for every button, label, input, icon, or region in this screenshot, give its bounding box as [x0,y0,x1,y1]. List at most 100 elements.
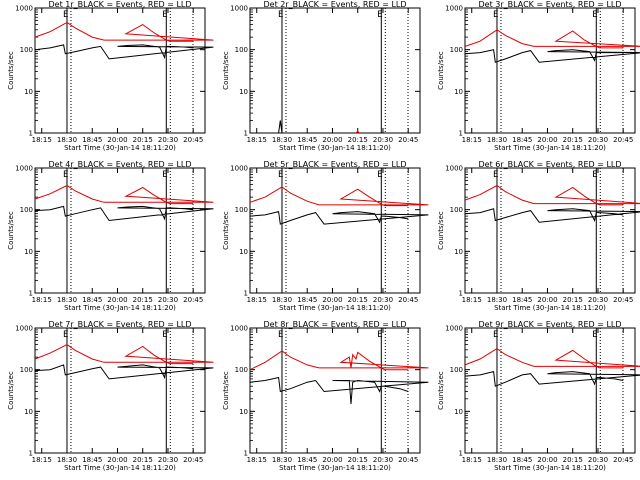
x-tick-label: 20:15 [563,136,583,144]
x-tick-label: 18:15 [32,296,52,304]
x-tick-label: 20:30 [158,296,178,304]
x-tick-label: 18:45 [82,136,102,144]
x-tick-label: 20:30 [373,296,393,304]
y-tick-label: 100 [235,366,248,374]
detector-panel-6: Det 6r_BLACK = Events, RED = LLD 1 10 100 10… [437,160,640,312]
lld-series-line [249,350,429,371]
x-axis-label: Start Time (30-Jan-14 18:11:20) [279,464,391,472]
panel-title: Det 5r_BLACK = Events, RED = LLD [263,160,406,169]
detector-panel-5: Det 5r_BLACK = Events, RED = LLD 1 10 100 10… [222,160,429,312]
panel-title: Det 8r_BLACK = Events, RED = LLD [263,320,406,329]
interval-flag: E [63,330,68,340]
plot-frame [464,7,636,134]
x-tick-label: 18:30 [272,456,292,464]
panel-title: Det 9r_BLACK = Events, RED = LLD [478,320,621,329]
x-tick-label: 20:30 [158,456,178,464]
panel-title: Det 2r_BLACK = Events, RED = LLD [263,0,406,9]
panel-title: Det 1r_BLACK = Events, RED = LLD [48,0,191,9]
events-series-line [249,210,429,225]
y-tick-label: 1000 [445,5,463,13]
plot-frame [34,7,206,134]
x-tick-label: 18:30 [487,296,507,304]
y-tick-label: 100 [20,206,33,214]
y-tick-label: 1 [29,290,33,298]
x-tick-label: 20:45 [398,456,418,464]
x-tick-label: 20:30 [158,136,178,144]
y-axis-label: Counts/sec [7,371,15,410]
interval-flag: E [63,170,68,180]
detector-panel-4: Det 4r_BLACK = Events, RED = LLD 1 10 100 10… [7,160,214,312]
x-tick-label: 20:00 [322,456,342,464]
interval-flag: E [162,330,167,340]
y-tick-label: 10 [24,88,33,96]
x-tick-label: 20:15 [563,296,583,304]
x-tick-label: 18:30 [57,136,77,144]
lld-series-line [464,348,640,369]
x-tick-label: 20:45 [183,136,203,144]
x-tick-label: 18:15 [462,136,482,144]
y-axis-label: Counts/sec [437,371,445,410]
x-tick-label: 18:45 [512,296,532,304]
y-tick-label: 1000 [230,165,248,173]
events-series-line [464,49,640,63]
y-axis-label: Counts/sec [222,371,230,410]
x-axis-label: Start Time (30-Jan-14 18:11:20) [494,144,606,152]
y-tick-label: 10 [239,408,248,416]
events-series-line [34,205,214,222]
y-tick-label: 1000 [15,165,33,173]
x-axis-label: Start Time (30-Jan-14 18:11:20) [64,304,176,312]
x-axis-label: Start Time (30-Jan-14 18:11:20) [494,464,606,472]
x-tick-label: 20:15 [348,136,368,144]
y-tick-label: 1000 [445,165,463,173]
x-tick-label: 18:15 [32,136,52,144]
x-tick-label: 20:15 [133,136,153,144]
x-tick-label: 18:30 [487,456,507,464]
y-axis-label: Counts/sec [437,211,445,250]
events-series-line [278,120,283,134]
y-tick-label: 1 [244,450,248,458]
lld-series-line [34,21,214,42]
x-tick-label: 18:30 [272,296,292,304]
x-tick-label: 18:45 [512,136,532,144]
y-axis-label: Counts/sec [222,211,230,250]
y-tick-label: 1000 [15,325,33,333]
interval-flag: E [278,170,283,180]
y-tick-label: 10 [454,408,463,416]
plot-frame [464,327,636,454]
x-tick-label: 20:30 [588,456,608,464]
y-tick-label: 10 [454,248,463,256]
y-tick-label: 10 [454,88,463,96]
lld-series-line [34,344,214,365]
x-tick-label: 18:15 [247,296,267,304]
interval-flag: E [493,170,498,180]
y-axis-label: Counts/sec [7,51,15,90]
lld-series-line [249,186,429,207]
y-tick-label: 1000 [230,325,248,333]
x-tick-label: 20:15 [133,456,153,464]
x-tick-label: 20:00 [537,136,557,144]
x-tick-label: 20:15 [563,456,583,464]
events-series-line [34,44,214,60]
interval-flag: E [377,330,382,340]
detector-panel-2: Det 2r_BLACK = Events, RED = LLD 1 10 100 10… [222,0,421,152]
x-tick-label: 18:15 [247,456,267,464]
y-tick-label: 100 [450,206,463,214]
x-tick-label: 18:15 [32,456,52,464]
y-axis-label: Counts/sec [437,51,445,90]
x-tick-label: 18:30 [57,456,77,464]
detector-panel-8: Det 8r_BLACK = Events, RED = LLD 1 10 100 10… [222,320,429,472]
interval-flag: E [63,10,68,20]
x-tick-label: 18:45 [512,456,532,464]
interval-flag: E [493,10,498,20]
x-tick-label: 20:45 [183,296,203,304]
y-tick-label: 1 [29,130,33,138]
lld-series-line [464,29,640,49]
x-tick-label: 18:45 [82,456,102,464]
y-tick-label: 10 [239,248,248,256]
detector-panel-9: Det 9r_BLACK = Events, RED = LLD 1 10 100 10… [437,320,640,472]
x-tick-label: 20:30 [588,296,608,304]
x-tick-label: 18:15 [247,136,267,144]
lld-series-line [464,184,640,206]
x-axis-label: Start Time (30-Jan-14 18:11:20) [279,304,391,312]
